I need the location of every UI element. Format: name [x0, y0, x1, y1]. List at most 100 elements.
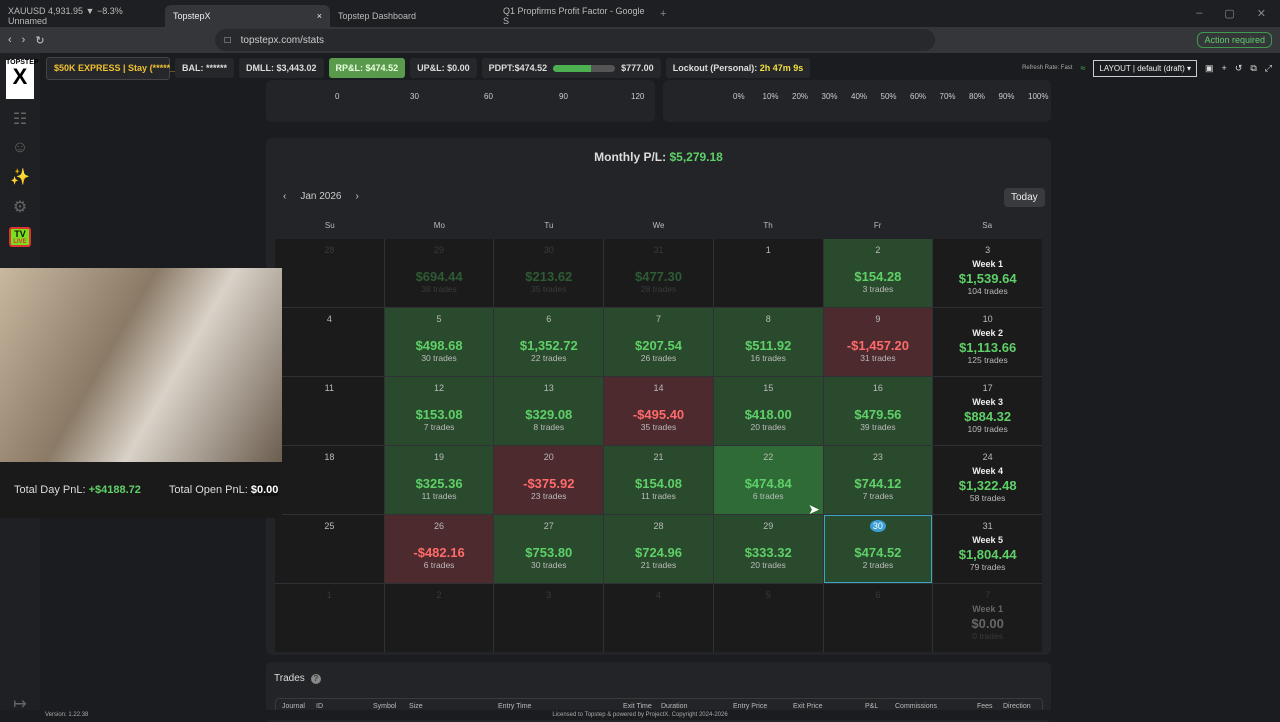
column-header[interactable]: Fees [977, 703, 993, 710]
lockout: Lockout (Personal): 2h 47m 9s [665, 58, 811, 78]
column-header[interactable]: Direction [1003, 703, 1031, 710]
reload-icon[interactable]: ↻ [35, 34, 45, 47]
calendar-day[interactable]: 30 $474.52 2 trades [823, 515, 933, 583]
week-summary-cell[interactable]: 7 Week 1 $0.00 0 trades [933, 584, 1042, 652]
calendar-day[interactable]: 19 $325.36 11 trades [384, 446, 494, 514]
calendar-day[interactable]: 1 [275, 584, 384, 652]
tv-live-icon[interactable]: TV LIVE [9, 227, 31, 247]
column-header[interactable]: Size [409, 703, 423, 710]
calendar-day[interactable]: 5 [713, 584, 823, 652]
calendar-day[interactable]: 11 [275, 377, 384, 445]
bookmark-icon[interactable]: □ [224, 34, 231, 46]
help-icon[interactable]: ? [310, 673, 321, 684]
popout-icon[interactable]: ⧉ [1250, 62, 1257, 73]
calendar-day[interactable]: 27 $753.80 30 trades [494, 515, 604, 583]
calendar-day[interactable]: 21 $154.08 11 trades [604, 446, 713, 514]
refresh-rate: Refresh Rate: Fast [1022, 65, 1073, 71]
action-required-button[interactable]: Action required [1197, 32, 1272, 48]
calendar-day[interactable]: 29 $333.32 20 trades [713, 515, 823, 583]
calendar-day[interactable]: 18 [275, 446, 384, 514]
day-pnl: $1,539.64 [958, 271, 1017, 286]
day-number-text: 15 [763, 383, 774, 393]
calendar-day[interactable]: 23 $744.12 7 trades [823, 446, 933, 514]
logout-icon[interactable]: ↦ [13, 696, 27, 713]
today-button[interactable]: Today [1004, 188, 1045, 207]
users-icon[interactable]: ☺ [11, 139, 29, 156]
calendar-day[interactable]: 30 $213.62 35 trades [494, 239, 604, 307]
unrealized-pnl: UP&L: $0.00 [410, 58, 477, 78]
gear-icon[interactable]: ⚙ [12, 199, 28, 216]
week-summary-cell[interactable]: 24 Week 4 $1,322.48 58 trades [933, 446, 1042, 514]
url-input[interactable]: □ topstepx.com/stats [214, 29, 935, 51]
column-header[interactable]: Entry Time [498, 703, 532, 710]
day-number: 23 [824, 452, 933, 466]
browser-tab[interactable]: XAUUSD 4,931.95 ▼ −8.3% Unnamed [0, 5, 165, 27]
day-number-text: 3 [985, 245, 991, 255]
browser-tab[interactable]: Q1 Propfirms Profit Factor - Google S [495, 5, 660, 27]
calendar-day[interactable]: 15 $418.00 20 trades [713, 377, 823, 445]
calendar-day[interactable]: 28 [275, 239, 384, 307]
calendar-day[interactable]: 20 -$375.92 23 trades [494, 446, 604, 514]
column-header[interactable]: Symbol [373, 703, 397, 710]
column-header[interactable]: Commissions [895, 703, 938, 710]
column-header[interactable]: Exit Price [793, 703, 823, 710]
day-number: 10 [933, 314, 1042, 328]
calendar-day[interactable]: 25 [275, 515, 384, 583]
calendar-day[interactable]: 9 -$1,457.20 31 trades [823, 308, 933, 376]
next-month-icon[interactable]: › [355, 191, 359, 202]
calendar-day[interactable]: 22 $474.84 6 trades [713, 446, 823, 514]
calendar-day[interactable]: 2 $154.28 3 trades [823, 239, 933, 307]
calendar-day[interactable]: 16 $479.56 39 trades [823, 377, 933, 445]
column-header[interactable]: Exit Time [623, 703, 652, 710]
weekday-label: Mo [433, 221, 445, 230]
close-tab-icon[interactable]: × [316, 10, 322, 21]
chart-candles-icon[interactable]: ☷ [12, 111, 28, 128]
fullscreen-icon[interactable]: ⤢ [1264, 62, 1272, 73]
calendar-day[interactable]: 5 $498.68 30 trades [384, 308, 494, 376]
prev-month-icon[interactable]: ‹ [283, 191, 287, 202]
day-number-text: 1 [765, 245, 771, 255]
account-select[interactable]: $50K EXPRESS | Stay (*****_▾ [46, 56, 180, 80]
save-icon[interactable]: ▣ [1205, 62, 1214, 73]
calendar-day[interactable]: 4 [604, 584, 713, 652]
minimize-icon[interactable]: – [1196, 7, 1203, 19]
day-pnl: -$375.92 [523, 476, 575, 491]
back-icon[interactable]: ‹ [8, 34, 12, 46]
calendar-day[interactable]: 6 $1,352.72 22 trades [494, 308, 604, 376]
calendar-day[interactable]: 4 [275, 308, 384, 376]
forward-icon[interactable]: › [21, 34, 26, 46]
calendar-day[interactable]: 8 $511.92 16 trades [713, 308, 823, 376]
layout-select[interactable]: LAYOUT | default (draft) ▾ [1093, 59, 1198, 77]
week-summary-cell[interactable]: 17 Week 3 $884.32 109 trades [933, 377, 1042, 445]
undo-icon[interactable]: ↺ [1234, 62, 1243, 73]
calendar-day[interactable]: 31 $477.30 28 trades [604, 239, 713, 307]
add-icon[interactable]: + [1221, 63, 1227, 73]
calendar-day[interactable]: 12 $153.08 7 trades [384, 377, 494, 445]
stats-sparkle-icon[interactable]: ✨ [10, 169, 30, 186]
column-header[interactable]: Journal [282, 703, 305, 710]
close-window-icon[interactable]: ✕ [1256, 8, 1266, 20]
calendar-day[interactable]: 3 [494, 584, 604, 652]
calendar-day[interactable]: 14 -$495.40 35 trades [604, 377, 713, 445]
calendar-day[interactable]: 2 [384, 584, 494, 652]
week-summary-cell[interactable]: 31 Week 5 $1,804.44 79 trades [933, 515, 1042, 583]
day-number: 22 [714, 452, 823, 466]
calendar-day[interactable]: 28 $724.96 21 trades [604, 515, 713, 583]
column-header[interactable]: ID [316, 703, 323, 710]
column-header[interactable]: P&L [865, 703, 879, 710]
calendar-day[interactable]: 13 $329.08 8 trades [494, 377, 604, 445]
calendar-day[interactable]: 1 [713, 239, 823, 307]
new-tab-icon[interactable]: + [660, 7, 667, 20]
week-summary-cell[interactable]: 10 Week 2 $1,113.66 125 trades [933, 308, 1042, 376]
calendar-day[interactable]: 6 [823, 584, 933, 652]
week-summary-cell[interactable]: 3 Week 1 $1,539.64 104 trades [933, 239, 1042, 307]
calendar-day[interactable]: 7 $207.54 26 trades [604, 308, 713, 376]
browser-tab[interactable]: TopstepX × [165, 4, 330, 27]
browser-tab[interactable]: Topstep Dashboard [330, 5, 495, 27]
calendar-day[interactable]: 26 -$482.16 6 trades [384, 515, 494, 583]
maximize-icon[interactable]: ▢ [1224, 8, 1235, 20]
column-header[interactable]: Entry Price [733, 703, 768, 710]
column-header[interactable]: Duration [661, 703, 688, 710]
top-left-chart-card [266, 80, 655, 122]
calendar-day[interactable]: 29 $694.44 38 trades [384, 239, 494, 307]
